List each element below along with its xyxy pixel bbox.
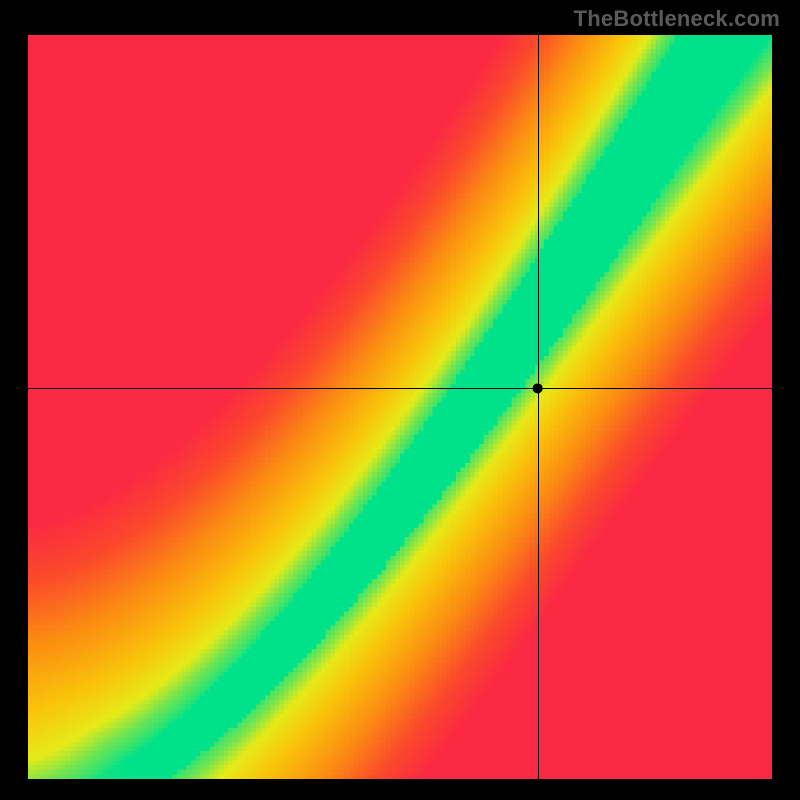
watermark-text: TheBottleneck.com bbox=[574, 6, 780, 32]
crosshair-overlay bbox=[28, 35, 772, 779]
